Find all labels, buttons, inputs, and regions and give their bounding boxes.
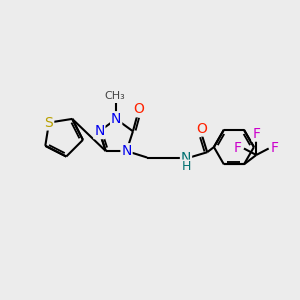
Text: F: F — [271, 142, 278, 155]
Text: N: N — [121, 144, 132, 158]
Text: O: O — [134, 102, 144, 116]
Text: S: S — [45, 116, 53, 130]
Text: H: H — [181, 160, 191, 173]
Text: F: F — [252, 127, 260, 141]
Text: F: F — [234, 142, 242, 155]
Text: N: N — [111, 112, 121, 126]
Text: N: N — [181, 151, 191, 164]
Text: N: N — [94, 124, 104, 138]
Text: CH₃: CH₃ — [104, 92, 125, 101]
Text: O: O — [196, 122, 207, 136]
